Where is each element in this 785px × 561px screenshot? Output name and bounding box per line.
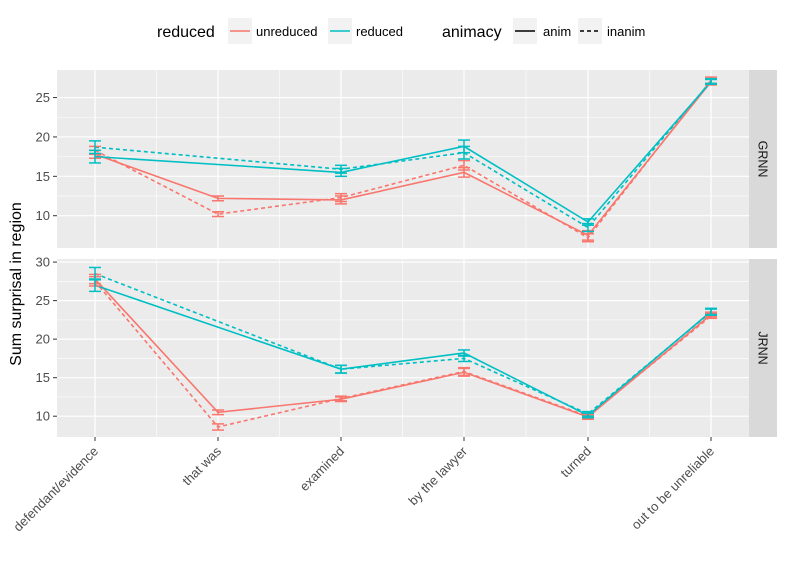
x-tick-label: that was <box>179 443 224 488</box>
x-tick-label: examined <box>297 444 347 494</box>
error-bar <box>335 364 347 374</box>
error-bar <box>212 211 224 218</box>
legend-entry-label: unreduced <box>256 24 317 39</box>
error-bar <box>582 410 594 417</box>
error-bar <box>335 164 347 174</box>
legend-title: animacy <box>442 24 502 41</box>
chart-panels: 10 15 20 25 GRNN 10 15 20 25 30 JRNN <box>36 70 777 437</box>
y-tick-label: 25 <box>36 90 50 105</box>
facet-label: GRNN <box>756 141 770 178</box>
error-bar <box>458 145 470 160</box>
series-line-unreduced-inanim <box>94 79 712 239</box>
series-line-unreduced-anim <box>94 81 712 237</box>
error-bar <box>335 192 347 203</box>
legend-entry-label: reduced <box>356 24 403 39</box>
error-bar <box>212 195 224 202</box>
y-axis-label: Sum surprisal in region <box>8 202 25 366</box>
error-bar <box>335 395 347 402</box>
x-tick-label: turned <box>557 444 594 481</box>
x-axis: defendant/evidence that was examined by the… <box>10 437 717 534</box>
error-bar <box>582 222 594 233</box>
error-bar <box>705 308 717 317</box>
error-bar <box>212 409 224 416</box>
y-tick-label: 20 <box>36 129 50 144</box>
y-tick-label: 25 <box>36 293 50 308</box>
y-tick-label: 15 <box>36 370 50 385</box>
panel-grnn: 10 15 20 25 GRNN <box>36 70 777 248</box>
legend-title: reduced <box>157 24 215 41</box>
facet-strip <box>749 259 777 437</box>
x-tick-label: defendant/evidence <box>10 444 101 535</box>
panel-background <box>57 259 749 437</box>
error-bar <box>458 354 470 363</box>
y-tick-label: 10 <box>36 208 50 223</box>
error-bar <box>212 423 224 431</box>
facet-strip <box>749 70 777 248</box>
y-tick-label: 30 <box>36 255 50 270</box>
error-bar <box>705 77 717 85</box>
error-bar <box>89 266 101 281</box>
legend-entry-label: anim <box>543 24 571 39</box>
x-tick-label: out to be unreliable <box>628 444 717 533</box>
legend: reduced unreduced reduced animacy anim inanim <box>157 18 645 44</box>
x-tick-label: by the lawyer <box>405 443 470 508</box>
y-tick-label: 15 <box>36 169 50 184</box>
series-line-unreduced-inanim <box>94 280 712 428</box>
y-tick-label: 20 <box>36 332 50 347</box>
panel-jrnn: 10 15 20 25 30 JRNN <box>36 255 777 437</box>
facet-label: JRNN <box>756 331 770 364</box>
legend-entry-label: inanim <box>607 24 645 39</box>
error-bar <box>582 233 594 243</box>
error-bar <box>458 366 470 377</box>
error-bar <box>89 140 101 155</box>
y-tick-label: 10 <box>36 409 50 424</box>
error-bar <box>458 159 470 171</box>
